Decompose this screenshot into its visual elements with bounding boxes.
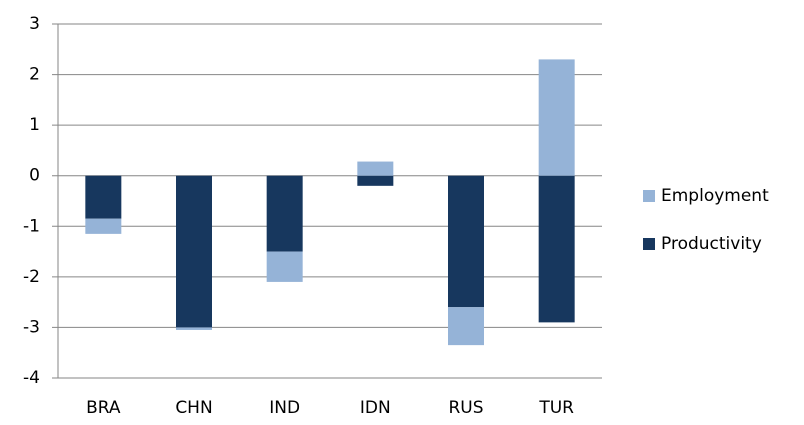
legend-swatch [643,190,655,202]
bar [538,59,575,176]
y-tick-label: -1 [23,216,40,236]
x-tick-label: IDN [360,398,391,418]
bar [266,175,303,252]
y-tick-label: 1 [29,115,40,135]
bar [448,307,484,346]
y-tick-label: -4 [23,368,40,388]
bar [538,175,575,323]
legend-swatch [643,238,655,250]
bar [176,327,212,330]
y-tick-label: 3 [29,14,40,34]
y-tick-label: -2 [23,267,40,287]
bar [357,161,394,176]
x-tick-label: CHN [175,398,212,418]
x-tick-label: IND [269,398,300,418]
y-tick-label: -3 [23,317,40,337]
x-tick-label: BRA [86,398,121,418]
legend-label: Productivity [661,234,762,254]
bar [448,175,484,308]
legend-label: Employment [661,186,769,206]
y-tick-label: 2 [29,65,40,85]
x-tick-label: RUS [448,398,483,418]
bar [357,175,394,186]
bar [266,251,303,282]
bar [85,175,122,219]
bar [85,218,122,234]
y-tick-label: 0 [29,166,40,186]
bar [176,175,212,328]
x-tick-label: TUR [538,398,574,418]
